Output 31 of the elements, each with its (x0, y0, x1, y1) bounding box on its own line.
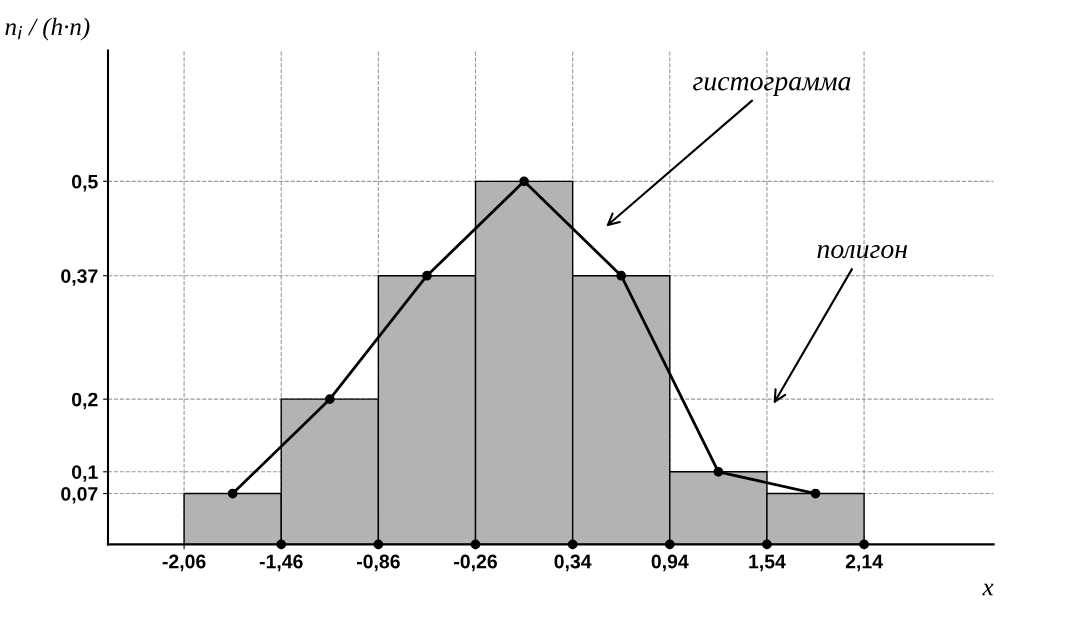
annotation: полигон (817, 244, 908, 259)
y-axis-title: n$_{i}$ / (h·n) (5, 17, 90, 41)
annotation: гистограмма (693, 77, 851, 97)
point (422, 270, 432, 281)
point (616, 270, 627, 281)
point (519, 176, 529, 187)
y-tick-label: 0,07 (61, 487, 98, 504)
y-tick-label: 0,1 (72, 465, 98, 482)
x-tick-label: 0,34 (554, 554, 592, 572)
point (324, 394, 335, 405)
point (664, 539, 675, 550)
x-tick-label: -0,26 (454, 554, 497, 572)
point (810, 488, 821, 499)
point (373, 539, 384, 550)
point (762, 539, 772, 550)
point (470, 539, 481, 550)
x-tick-label: -0,86 (356, 554, 400, 572)
point (859, 539, 869, 550)
point (713, 466, 724, 477)
x-tick-label: 2,14 (845, 554, 883, 572)
x-axis-title: x (982, 583, 994, 596)
x-tick-label: 1,54 (749, 554, 786, 572)
point (276, 539, 287, 550)
x-tick-label: 0,94 (651, 554, 689, 572)
x-tick-label: -2,06 (162, 554, 206, 572)
y-tick-label: 0,2 (72, 392, 98, 410)
point (227, 488, 238, 499)
y-tick-label: 0,5 (72, 174, 98, 192)
y-tick-label: 0,37 (61, 269, 98, 286)
point (567, 539, 578, 550)
x-tick-label: -1,46 (259, 554, 303, 572)
